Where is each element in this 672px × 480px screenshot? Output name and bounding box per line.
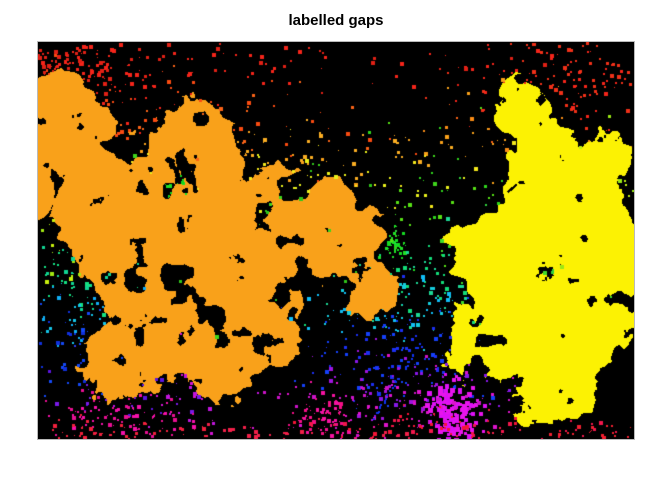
labelled-gaps-image (37, 41, 635, 440)
figure-title: labelled gaps (288, 12, 384, 29)
